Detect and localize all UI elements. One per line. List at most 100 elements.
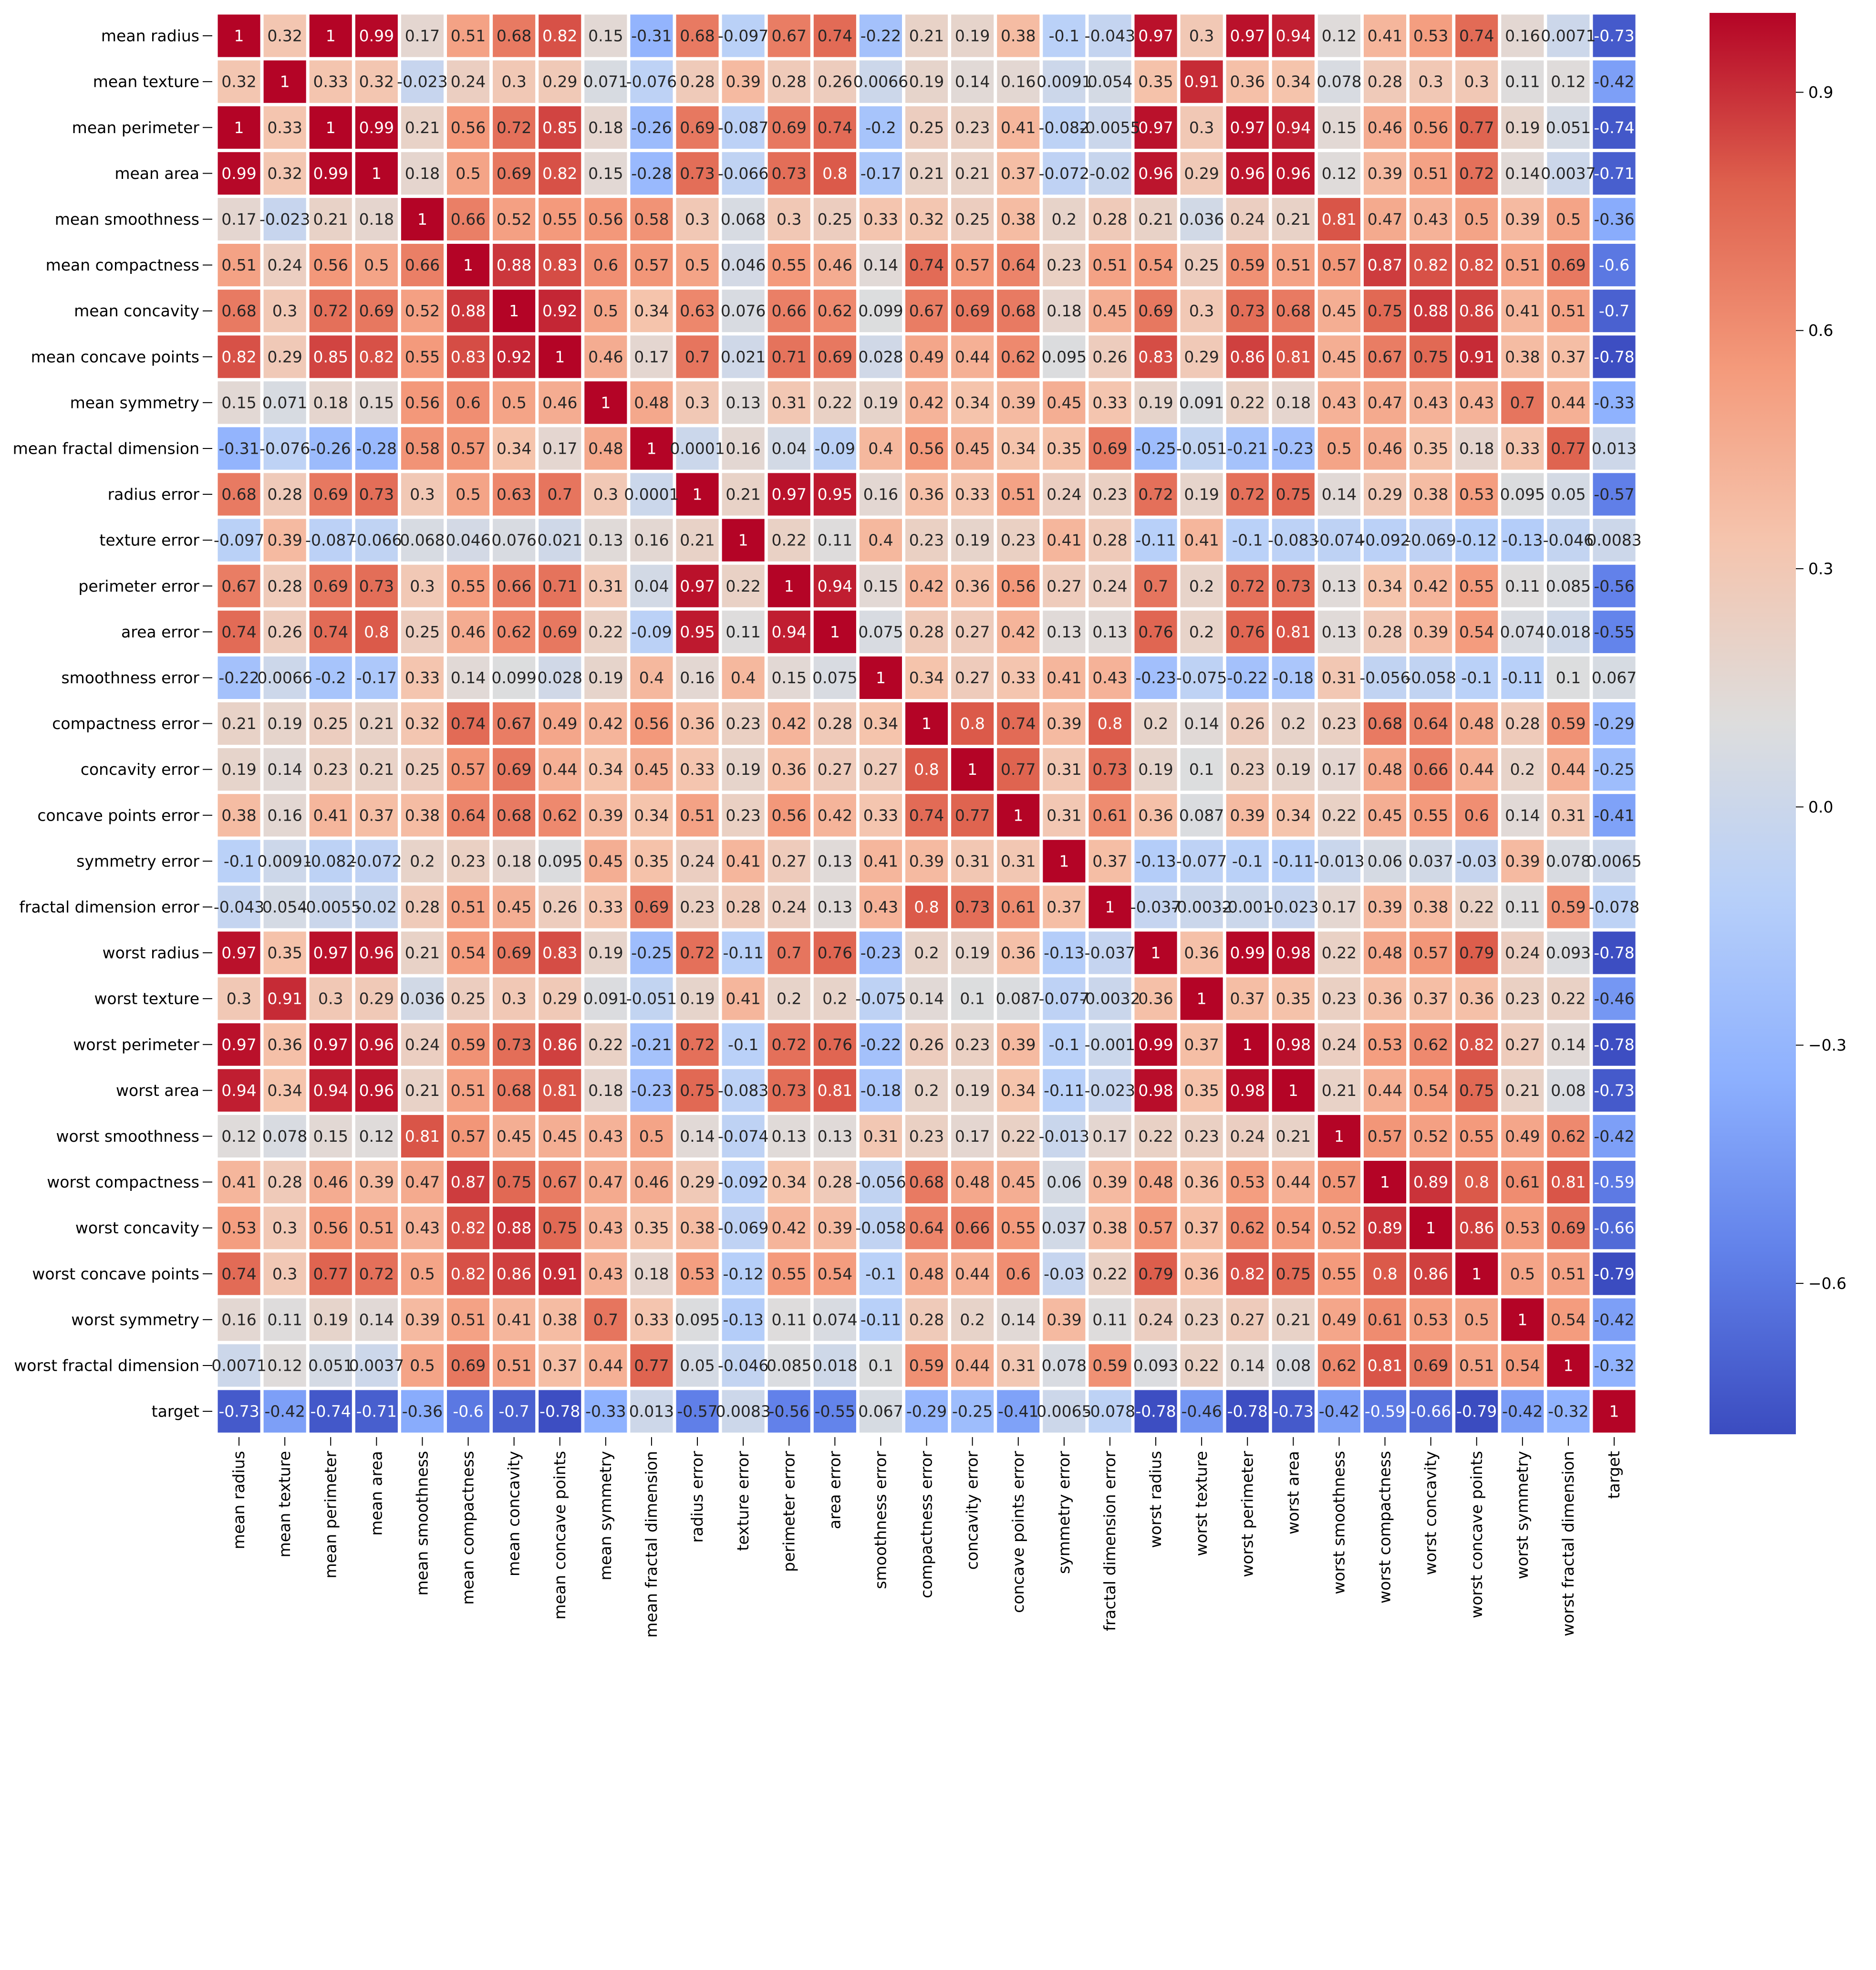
heatmap-cell xyxy=(1180,519,1223,562)
heatmap-cell xyxy=(997,931,1040,974)
row-label: worst area xyxy=(116,1081,199,1100)
cell-annotation: 0.43 xyxy=(588,1219,623,1237)
heatmap-cell xyxy=(1134,427,1177,470)
cell-annotation: -0.36 xyxy=(1594,210,1634,229)
cell-annotation: 0.095 xyxy=(1042,347,1087,366)
cell-annotation: 0.57 xyxy=(451,1127,486,1146)
column-label: area error xyxy=(825,1451,844,1529)
cell-annotation: -0.22 xyxy=(1227,668,1268,687)
cell-annotation: -0.09 xyxy=(631,623,672,641)
colorbar-gradient xyxy=(1710,13,1796,1435)
heatmap-cell xyxy=(630,1023,673,1066)
cell-annotation: -0.7 xyxy=(1599,302,1629,320)
heatmap-cell xyxy=(813,794,856,837)
heatmap-cell xyxy=(1088,840,1131,883)
cell-annotation: 0.5 xyxy=(1556,210,1581,229)
cell-annotation: -0.22 xyxy=(860,1035,901,1054)
cell-annotation: 0.32 xyxy=(267,27,302,45)
cell-annotation: 0.43 xyxy=(1413,210,1448,229)
cell-annotation: 0.98 xyxy=(1230,1081,1265,1100)
cell-annotation: 0.36 xyxy=(1138,990,1173,1008)
heatmap-cell xyxy=(1272,427,1315,470)
cell-annotation: -0.1 xyxy=(1049,27,1079,45)
cell-annotation: 0.11 xyxy=(1092,1310,1127,1329)
heatmap-cell xyxy=(1547,198,1590,240)
heatmap-cells xyxy=(218,14,1636,1433)
heatmap-cell xyxy=(493,244,536,287)
cell-annotation: 0.6 xyxy=(1006,1264,1031,1283)
heatmap-cell xyxy=(1272,840,1315,883)
cell-annotation: -0.21 xyxy=(1227,439,1268,458)
cell-annotation: 0.018 xyxy=(1546,623,1591,641)
cell-annotation: 0.18 xyxy=(1276,393,1311,412)
cell-annotation: -0.069 xyxy=(718,1219,768,1237)
heatmap-cell xyxy=(539,1115,581,1157)
cell-annotation: 0.085 xyxy=(767,1356,811,1375)
cell-annotation: 0.33 xyxy=(1001,668,1036,687)
heatmap-cell xyxy=(859,473,902,516)
cell-annotation: -0.28 xyxy=(356,439,397,458)
heatmap-cell xyxy=(584,427,627,470)
cell-annotation: 0.94 xyxy=(1276,118,1311,137)
heatmap-cell xyxy=(447,1207,490,1250)
heatmap-cell xyxy=(355,381,398,424)
cell-annotation: 0.68 xyxy=(1276,302,1311,320)
cell-annotation: 0.29 xyxy=(1368,485,1402,504)
heatmap-cell xyxy=(539,656,581,699)
heatmap-cell xyxy=(309,1344,352,1387)
cell-annotation: 0.51 xyxy=(221,256,256,274)
heatmap-cell xyxy=(1501,427,1544,470)
heatmap-cell xyxy=(997,381,1040,424)
heatmap-cell xyxy=(1088,381,1131,424)
cell-annotation: 0.6 xyxy=(456,393,480,412)
heatmap-cell xyxy=(1364,702,1407,745)
column-label: symmetry error xyxy=(1055,1451,1073,1574)
cell-annotation: -0.087 xyxy=(718,118,768,137)
cell-annotation: 0.33 xyxy=(588,897,623,916)
cell-annotation: 1 xyxy=(280,73,290,91)
cell-annotation: 0.06 xyxy=(1368,852,1402,870)
heatmap-cell xyxy=(813,14,856,57)
heatmap-cell xyxy=(218,656,260,699)
cell-annotation: 0.14 xyxy=(1184,714,1219,733)
heatmap-cell xyxy=(859,1298,902,1341)
heatmap-cell xyxy=(1272,290,1315,333)
cell-annotation: 0.66 xyxy=(497,577,531,595)
cell-annotation: -0.59 xyxy=(1365,1402,1405,1421)
heatmap-cell xyxy=(309,519,352,562)
heatmap-cell xyxy=(1501,1207,1544,1250)
cell-annotation: 0.77 xyxy=(634,1356,669,1375)
cell-annotation: 0.23 xyxy=(1230,760,1265,779)
heatmap-cell xyxy=(630,14,673,57)
heatmap-cell xyxy=(1088,610,1131,653)
cell-annotation: 0.56 xyxy=(405,393,440,412)
heatmap-cell xyxy=(997,794,1040,837)
cell-annotation: 0.43 xyxy=(588,1264,623,1283)
cell-annotation: 0.88 xyxy=(497,1219,531,1237)
heatmap-cell xyxy=(951,519,994,562)
row-label: worst fractal dimension xyxy=(14,1356,199,1375)
heatmap-cell xyxy=(539,610,581,653)
cell-annotation: 0.61 xyxy=(1505,1173,1540,1191)
cell-annotation: 0.55 xyxy=(1001,1219,1036,1237)
cell-annotation: 1 xyxy=(784,577,794,595)
heatmap-cell xyxy=(539,381,581,424)
heatmap-cell xyxy=(539,1390,581,1433)
heatmap-cell xyxy=(447,335,490,378)
heatmap-cell xyxy=(539,427,581,470)
cell-annotation: 0.51 xyxy=(1276,256,1311,274)
heatmap-cell xyxy=(676,1023,719,1066)
cell-annotation: -0.79 xyxy=(1594,1264,1634,1283)
cell-annotation: 0.074 xyxy=(812,1310,857,1329)
heatmap-cell xyxy=(1364,290,1407,333)
heatmap-cell xyxy=(1317,1161,1360,1204)
cell-annotation: 0.0091 xyxy=(1036,73,1091,91)
row-label: concave points error xyxy=(37,806,199,824)
heatmap-cell xyxy=(813,427,856,470)
cell-annotation: 0.22 xyxy=(1459,897,1494,916)
cell-annotation: -0.66 xyxy=(1594,1219,1634,1237)
heatmap-cell xyxy=(584,977,627,1020)
heatmap-cell xyxy=(1501,60,1544,103)
heatmap-cell xyxy=(1501,1115,1544,1157)
heatmap-cell xyxy=(1317,106,1360,149)
